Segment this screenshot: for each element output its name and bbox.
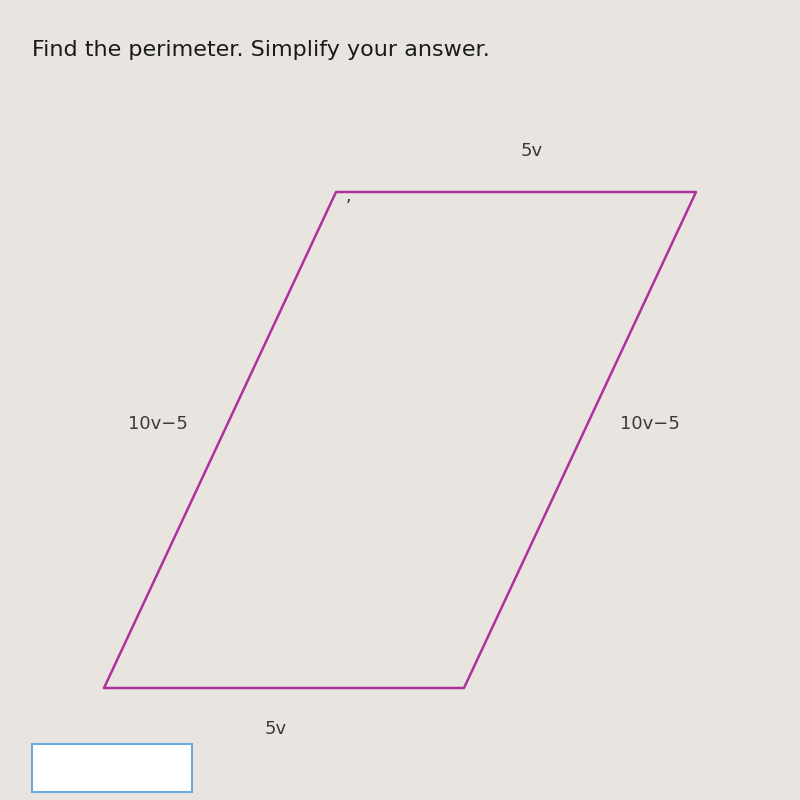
Text: ,: , (346, 187, 350, 205)
Text: 5v: 5v (265, 720, 287, 738)
Text: 10v−5: 10v−5 (620, 415, 680, 433)
Text: 10v−5: 10v−5 (128, 415, 188, 433)
Bar (32, 744, 192, 792)
Text: 5v: 5v (521, 142, 543, 160)
Text: Find the perimeter. Simplify your answer.: Find the perimeter. Simplify your answer… (32, 40, 490, 60)
